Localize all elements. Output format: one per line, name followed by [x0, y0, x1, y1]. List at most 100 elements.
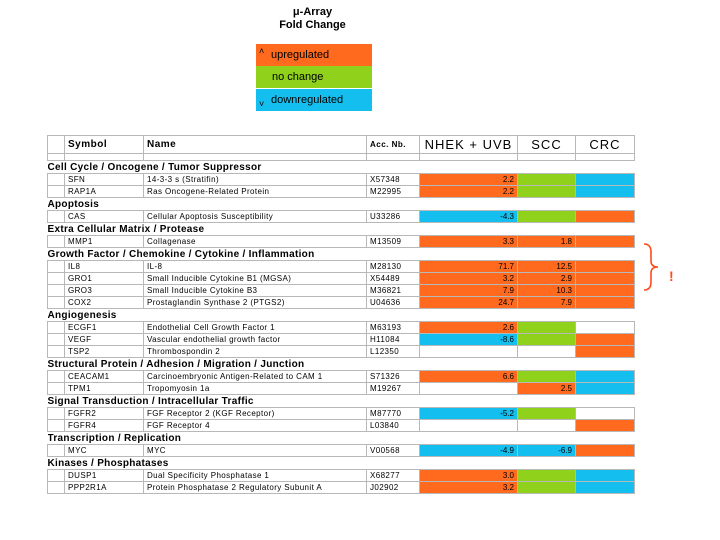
legend-upregulated: ˄ upregulated [256, 44, 372, 66]
scc-value [517, 481, 576, 494]
scc-value [517, 173, 576, 186]
row-spacer [47, 382, 65, 395]
gene-symbol: IL8 [64, 260, 144, 273]
crc-value [575, 407, 635, 420]
table-row: MMP1 Collagenase M13509 3.3 1.8 [47, 235, 635, 248]
row-spacer [47, 296, 65, 309]
title-line-1: μ-Array [292, 6, 333, 18]
scc-value: -6.9 [517, 444, 576, 457]
gene-symbol: COX2 [64, 296, 144, 309]
crc-value [575, 481, 635, 494]
accession-number: M63193 [366, 321, 420, 334]
category-row: Angiogenesis [48, 309, 635, 322]
table-row: VEGF Vascular endothelial growth factor H1… [47, 333, 635, 346]
gene-symbol: MMP1 [64, 235, 144, 248]
row-spacer [47, 370, 65, 383]
crc-value [575, 345, 635, 358]
gene-name: Vascular endothelial growth factor [143, 333, 367, 346]
crc-value [575, 210, 635, 223]
scc-value [517, 419, 576, 432]
gene-symbol: TPM1 [64, 382, 144, 395]
gene-name: FGF Receptor 2 (KGF Receptor) [143, 407, 367, 420]
table-row: TSP2 Thrombospondin 2 L12350 [47, 345, 635, 358]
category-row: Structural Protein / Adhesion / Migratio… [48, 358, 635, 371]
accession-number: X54489 [366, 272, 420, 285]
row-spacer [47, 333, 65, 346]
nhek-uvb-value [419, 345, 518, 358]
row-spacer [47, 345, 65, 358]
accession-number: J02902 [366, 481, 420, 494]
up-arrow-icon: ˄ [259, 46, 265, 56]
row-spacer [47, 235, 65, 248]
accession-number: M87770 [366, 407, 420, 420]
bracket-icon [643, 243, 659, 291]
table-row: COX2 Prostaglandin Synthase 2 (PTGS2) U046… [47, 296, 635, 309]
crc-value [575, 419, 635, 432]
table-row: RAP1A Ras Oncogene-Related Protein M22995 2… [47, 185, 635, 198]
gene-symbol: FGFR2 [64, 407, 144, 420]
row-spacer [47, 321, 65, 334]
gene-symbol: CAS [64, 210, 144, 223]
scc-value: 10.3 [517, 284, 576, 297]
gene-name: Endothelial Cell Growth Factor 1 [143, 321, 367, 334]
category-label: Angiogenesis [47, 309, 117, 321]
table-row: FGFR4 FGF Receptor 4 L03840 [47, 419, 635, 432]
table-row: ECGF1 Endothelial Cell Growth Factor 1 M63… [47, 321, 635, 334]
gene-table: Symbol Name Acc. Nb. NHEK + UVB SCC CRC … [47, 135, 635, 494]
category-label: Transcription / Replication [47, 432, 182, 444]
nhek-uvb-value: 2.6 [419, 321, 518, 334]
header-row: Symbol Name Acc. Nb. NHEK + UVB SCC CRC [47, 135, 635, 154]
crc-value [575, 235, 635, 248]
table-row: MYC MYC V00568 -4.9 -6.9 [47, 444, 635, 457]
accession-number: U33286 [366, 210, 420, 223]
exclamation-mark: ! [669, 268, 674, 284]
nhek-uvb-value: 2.2 [419, 185, 518, 198]
accession-number: M19267 [366, 382, 420, 395]
row-spacer [47, 481, 65, 494]
scc-value [517, 345, 576, 358]
category-row: Transcription / Replication [48, 432, 635, 445]
scc-value: 2.9 [517, 272, 576, 285]
scc-value [517, 185, 576, 198]
scc-value [517, 407, 576, 420]
gene-symbol: SFN [64, 173, 144, 186]
scc-value: 7.9 [517, 296, 576, 309]
table-row: GRO1 Small Inducible Cytokine B1 (MGSA) X5… [47, 272, 635, 285]
row-spacer [47, 173, 65, 186]
accession-number: M22995 [366, 185, 420, 198]
nhek-uvb-value: -4.9 [419, 444, 518, 457]
scc-value [517, 333, 576, 346]
accession-number: H11084 [366, 333, 420, 346]
down-arrow-icon: ˅ [259, 99, 265, 109]
legend-downregulated: ˅ downregulated [256, 89, 372, 111]
gene-name: Protein Phosphatase 2 Regulatory Subunit… [143, 481, 367, 494]
category-row: Kinases / Phosphatases [48, 457, 635, 470]
nhek-uvb-value: 2.2 [419, 173, 518, 186]
accession-number: X57348 [366, 173, 420, 186]
header-spacer [47, 135, 65, 154]
gene-name: Collagenase [143, 235, 367, 248]
crc-value [575, 272, 635, 285]
gene-symbol: PPP2R1A [64, 481, 144, 494]
accession-number: M28130 [366, 260, 420, 273]
category-label: Signal Transduction / Intracellular Traf… [47, 395, 254, 407]
gene-name: Tropomyosin 1a [143, 382, 367, 395]
scc-value: 1.8 [517, 235, 576, 248]
header-acc: Acc. Nb. [366, 135, 420, 154]
crc-value [575, 370, 635, 383]
accession-number: M36821 [366, 284, 420, 297]
nhek-uvb-value: -8.6 [419, 333, 518, 346]
row-spacer [47, 272, 65, 285]
table-row: SFN 14-3-3 s (Stratifin) X57348 2.2 [47, 173, 635, 186]
gene-name: FGF Receptor 4 [143, 419, 367, 432]
nhek-uvb-value: -4.3 [419, 210, 518, 223]
gene-name: IL-8 [143, 260, 367, 273]
category-row: Apoptosis [48, 198, 635, 211]
category-label: Cell Cycle / Oncogene / Tumor Suppressor [47, 161, 262, 173]
nhek-uvb-value: 7.9 [419, 284, 518, 297]
gene-symbol: MYC [64, 444, 144, 457]
gene-name: Small Inducible Cytokine B1 (MGSA) [143, 272, 367, 285]
category-row: Signal Transduction / Intracellular Traf… [48, 395, 635, 408]
title-line-2: Fold Change [279, 19, 346, 31]
crc-value [575, 382, 635, 395]
